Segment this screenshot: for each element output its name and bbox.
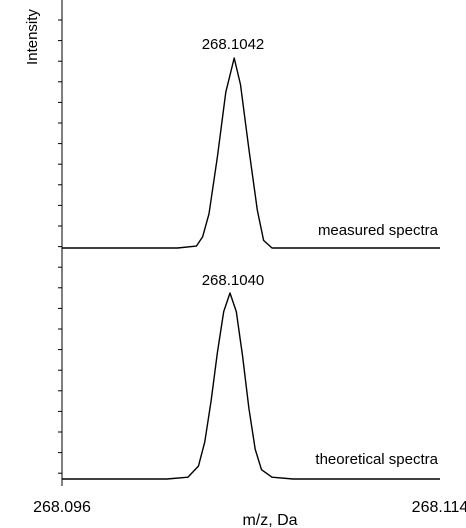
y-axis-ticks xyxy=(58,19,62,474)
peak-label-measured: 268.1042 xyxy=(202,36,265,53)
plot-area xyxy=(62,57,440,480)
series-label-theoretical: theoretical spectra xyxy=(315,451,438,468)
x-axis-label: m/z, Da xyxy=(242,512,297,528)
peak-label-theoretical: 268.1040 xyxy=(202,272,265,289)
series-label-measured: measured spectra xyxy=(318,222,439,239)
y-axis-label: Intensity xyxy=(24,9,41,65)
series-line-measured xyxy=(62,57,440,249)
series-line-theoretical xyxy=(62,292,440,480)
x-tick-label-right: 268.114 xyxy=(412,499,466,516)
x-tick-label-left: 268.096 xyxy=(33,499,91,516)
